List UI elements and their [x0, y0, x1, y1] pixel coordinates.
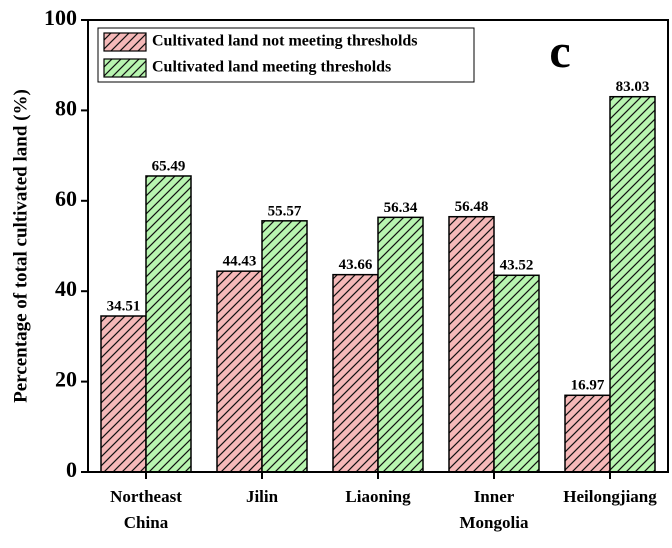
bar: [564, 394, 611, 473]
value-label: 44.43: [223, 254, 257, 270]
value-label: 55.57: [268, 203, 302, 219]
x-tick-label: Heilongjiang: [563, 487, 657, 506]
legend-swatch: [103, 58, 147, 78]
bar: [100, 315, 147, 473]
value-label: 34.51: [107, 298, 141, 314]
x-tick-label: Jilin: [246, 487, 279, 506]
legend-swatch: [103, 32, 147, 52]
x-tick-label: Northeast China: [110, 487, 182, 532]
legend-label: Cultivated land not meeting thresholds: [152, 33, 418, 50]
bar: [332, 273, 379, 473]
x-tick-label: Liaoning: [345, 487, 411, 506]
y-tick-label: 60: [55, 186, 77, 211]
plot-frame: [87, 19, 669, 473]
value-label: 43.66: [339, 257, 373, 273]
value-label: 83.03: [616, 79, 650, 95]
bar: [377, 216, 424, 473]
annotation: c: [549, 25, 570, 78]
value-label: 43.52: [500, 258, 534, 274]
x-tick-label: Inner Mongolia: [460, 487, 529, 532]
value-label: 56.34: [384, 200, 418, 216]
y-tick-label: 100: [44, 5, 77, 30]
bar: [216, 270, 263, 473]
bar: [261, 220, 308, 473]
value-label: 65.49: [152, 158, 186, 174]
bar: [609, 95, 656, 473]
value-label: 16.97: [571, 378, 605, 394]
legend-box: [97, 27, 475, 83]
bar: [448, 215, 495, 473]
y-tick-label: 20: [55, 367, 77, 392]
legend-label: Cultivated land meeting thresholds: [152, 59, 391, 76]
y-tick-label: 80: [55, 95, 77, 120]
bar: [145, 175, 192, 473]
bar: [493, 274, 540, 473]
value-label: 56.48: [455, 199, 489, 215]
y-tick-label: 40: [55, 276, 77, 301]
y-axis-label: Percentage of total cultivated land (%): [10, 89, 31, 403]
y-tick-label: 0: [66, 457, 77, 482]
